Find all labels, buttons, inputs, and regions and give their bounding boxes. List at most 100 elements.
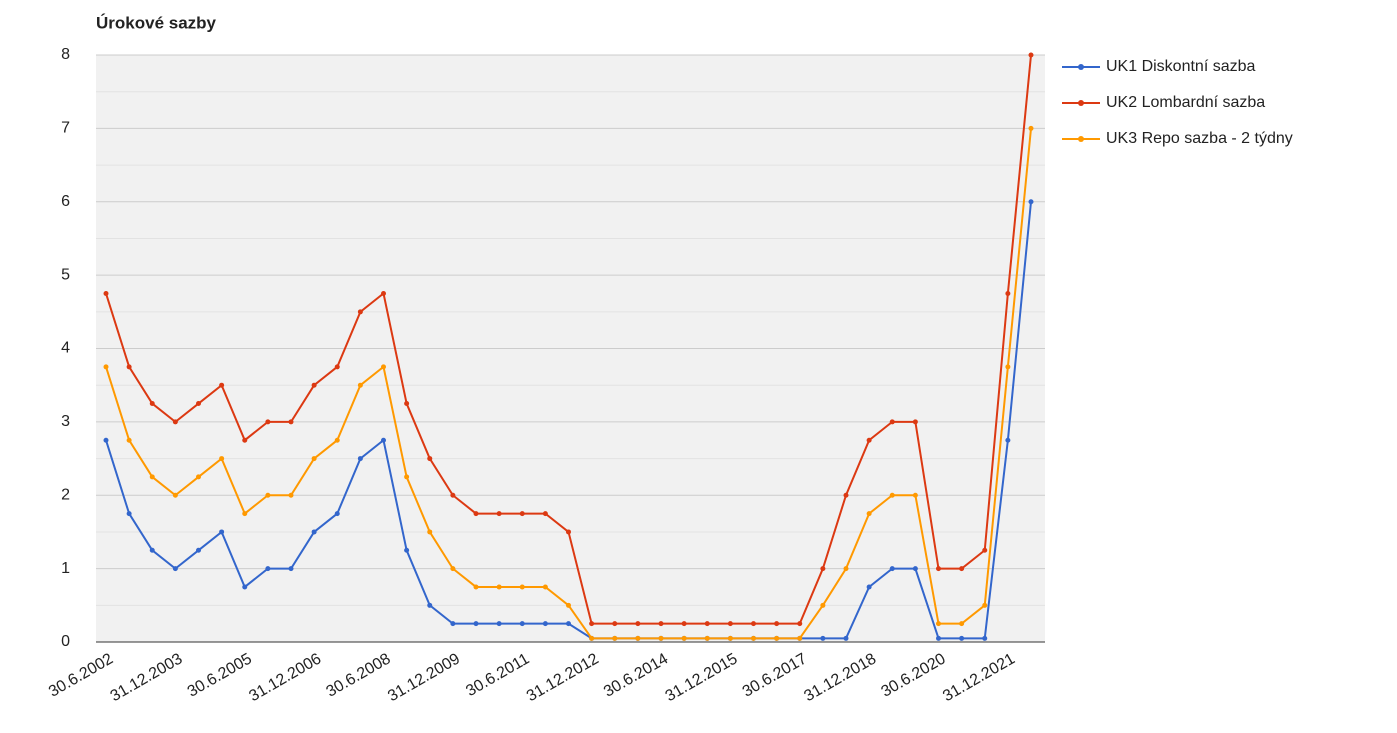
point: [496, 511, 502, 517]
y-tick-label: 6: [61, 193, 70, 210]
x-tick-label: 30.6.2011: [463, 650, 532, 700]
point: [1005, 437, 1011, 443]
point: [334, 364, 340, 370]
point: [450, 566, 456, 572]
x-tick-label: 31.12.2021: [940, 650, 1018, 705]
point: [612, 635, 618, 641]
point: [172, 566, 178, 572]
x-tick-label: 31.12.2018: [801, 650, 879, 705]
legend-label: UK1 Diskontní sazba: [1106, 58, 1256, 75]
point: [427, 456, 433, 462]
point: [889, 492, 895, 498]
point: [635, 635, 641, 641]
point: [843, 492, 849, 498]
point: [751, 635, 756, 641]
point: [1005, 290, 1011, 296]
point: [936, 566, 941, 572]
point: [635, 621, 641, 627]
point: [473, 511, 479, 517]
legend-label: UK3 Repo sazba - 2 týdny: [1106, 130, 1293, 147]
point: [519, 511, 525, 517]
point: [496, 584, 502, 590]
x-tick-label: 30.6.2002: [46, 650, 116, 700]
point: [982, 635, 988, 641]
point: [126, 437, 132, 443]
point: [566, 529, 571, 535]
legend-label: UK2 Lombardní sazba: [1106, 94, 1265, 111]
point: [103, 290, 109, 296]
point: [381, 290, 386, 296]
x-tick-label: 30.6.2017: [740, 650, 810, 700]
y-tick-label: 0: [61, 633, 70, 650]
point: [288, 566, 294, 572]
point: [936, 621, 941, 627]
point: [959, 635, 965, 641]
point: [288, 492, 294, 498]
y-tick-label: 3: [61, 413, 70, 430]
point: [589, 635, 595, 641]
point: [334, 437, 340, 443]
point: [404, 474, 410, 480]
point: [404, 401, 410, 407]
point: [357, 456, 363, 462]
point: [450, 621, 456, 627]
point: [473, 621, 479, 627]
point: [797, 635, 803, 641]
point: [566, 621, 571, 627]
x-tick-label: 30.6.2005: [185, 650, 255, 700]
point: [242, 584, 248, 590]
point: [704, 635, 710, 641]
point: [727, 621, 733, 627]
point: [912, 566, 918, 572]
x-tick-label: 31.12.2006: [246, 650, 324, 705]
point: [982, 602, 988, 608]
point: [404, 547, 410, 553]
point: [265, 419, 271, 425]
point: [311, 529, 317, 535]
y-tick-label: 2: [61, 486, 70, 503]
point: [774, 635, 780, 641]
point: [265, 566, 271, 572]
point: [866, 584, 872, 590]
x-tick-label: 31.12.2015: [663, 650, 741, 705]
legend-marker: [1078, 136, 1084, 142]
point: [889, 566, 895, 572]
point: [681, 635, 687, 641]
point: [820, 602, 826, 608]
point: [219, 382, 225, 388]
point: [311, 382, 317, 388]
x-tick-label: 30.6.2014: [601, 650, 671, 700]
point: [566, 602, 571, 608]
point: [820, 566, 826, 572]
chart-title: Úrokové sazby: [96, 13, 217, 32]
point: [519, 584, 525, 590]
point: [357, 309, 363, 315]
point: [681, 621, 687, 627]
point: [843, 635, 849, 641]
point: [172, 492, 178, 498]
point: [196, 401, 201, 407]
point: [982, 547, 988, 553]
point: [450, 492, 456, 498]
point: [542, 621, 548, 627]
point: [357, 382, 363, 388]
legend-marker: [1078, 100, 1084, 106]
point: [103, 437, 109, 443]
point: [103, 364, 109, 370]
point: [727, 635, 733, 641]
point: [288, 419, 294, 425]
point: [242, 511, 248, 517]
y-tick-label: 4: [61, 340, 70, 357]
point: [334, 511, 340, 517]
point: [658, 635, 664, 641]
x-tick-label: 30.6.2008: [323, 650, 393, 700]
point: [219, 456, 225, 462]
point: [820, 635, 826, 641]
x-tick-label: 30.6.2020: [878, 650, 948, 700]
point: [542, 511, 548, 517]
point: [866, 437, 872, 443]
point: [265, 492, 271, 498]
point: [1028, 125, 1034, 131]
point: [1028, 199, 1034, 205]
point: [751, 621, 756, 627]
